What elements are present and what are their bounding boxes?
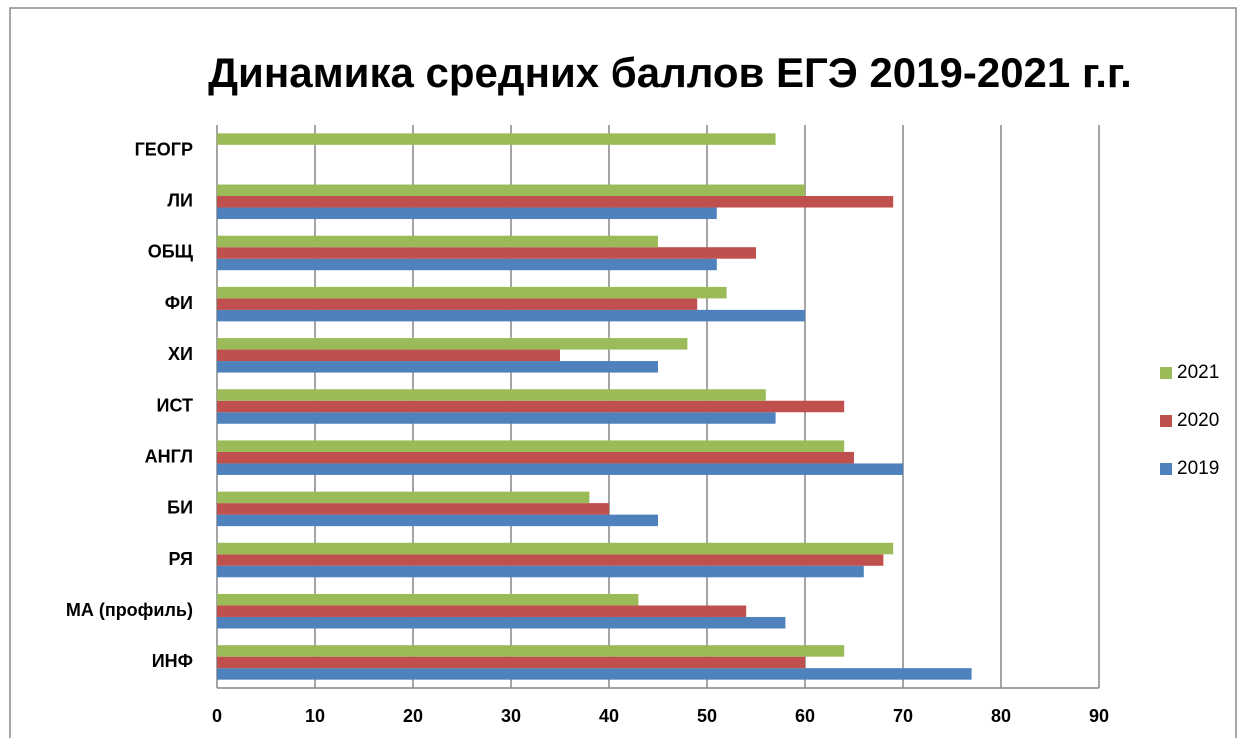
bar: [217, 514, 658, 527]
x-tick-label: 80: [991, 706, 1011, 726]
y-tick-label: ИСТ: [157, 395, 193, 415]
bar: [217, 184, 805, 197]
bar: [217, 298, 698, 310]
bar: [217, 593, 639, 606]
x-tick-label: 10: [305, 706, 325, 726]
x-tick-label: 50: [697, 706, 717, 726]
legend-swatch: [1160, 463, 1172, 475]
chart-title: Динамика средних баллов ЕГЭ 2019-2021 г.…: [208, 49, 1132, 96]
y-tick-label: ФИ: [165, 293, 193, 313]
chart-border: [9, 7, 1237, 738]
bar: [217, 616, 786, 629]
legend-swatch: [1160, 415, 1172, 427]
bar: [217, 491, 590, 504]
y-tick-label: ОБЩ: [148, 242, 194, 262]
x-tick-label: 20: [403, 706, 423, 726]
bar: [217, 451, 854, 464]
x-tick-label: 0: [212, 706, 222, 726]
bar: [217, 645, 845, 657]
legend-label: 2019: [1177, 458, 1219, 479]
bar: [217, 463, 903, 475]
bar: [217, 542, 894, 555]
bar: [217, 440, 845, 452]
x-tick-label: 70: [893, 706, 913, 726]
bar: [217, 503, 609, 515]
bar: [217, 309, 805, 322]
bar: [217, 207, 717, 220]
bar: [217, 133, 776, 145]
y-tick-label: МА (профиль): [66, 600, 193, 620]
bar: [217, 286, 727, 299]
bar: [217, 247, 756, 259]
bar: [217, 400, 845, 413]
y-tick-label: АНГЛ: [145, 446, 193, 466]
bar: [217, 668, 972, 680]
bar: [217, 656, 805, 669]
x-tick-label: 90: [1089, 706, 1109, 726]
bar: [217, 196, 894, 208]
y-tick-label: РЯ: [169, 549, 194, 569]
y-tick-label: БИ: [167, 498, 193, 518]
legend-label: 2020: [1177, 410, 1219, 431]
bar: [217, 389, 766, 401]
legend-swatch: [1160, 367, 1172, 379]
bar: [217, 235, 658, 248]
y-tick-label: ИНФ: [152, 651, 193, 671]
legend-label: 2021: [1177, 362, 1219, 383]
bar: [217, 412, 776, 424]
bar: [217, 349, 560, 362]
bar: [217, 565, 864, 578]
y-tick-label: ГЕОГР: [135, 139, 193, 159]
bar: [217, 258, 717, 271]
bar: [217, 605, 747, 617]
y-tick-label: ЛИ: [167, 191, 193, 211]
bar: [217, 554, 884, 566]
x-tick-label: 40: [599, 706, 619, 726]
bar: [217, 361, 658, 373]
bar: [217, 338, 688, 350]
y-tick-label: ХИ: [168, 344, 193, 364]
x-tick-label: 60: [795, 706, 815, 726]
x-tick-label: 30: [501, 706, 521, 726]
